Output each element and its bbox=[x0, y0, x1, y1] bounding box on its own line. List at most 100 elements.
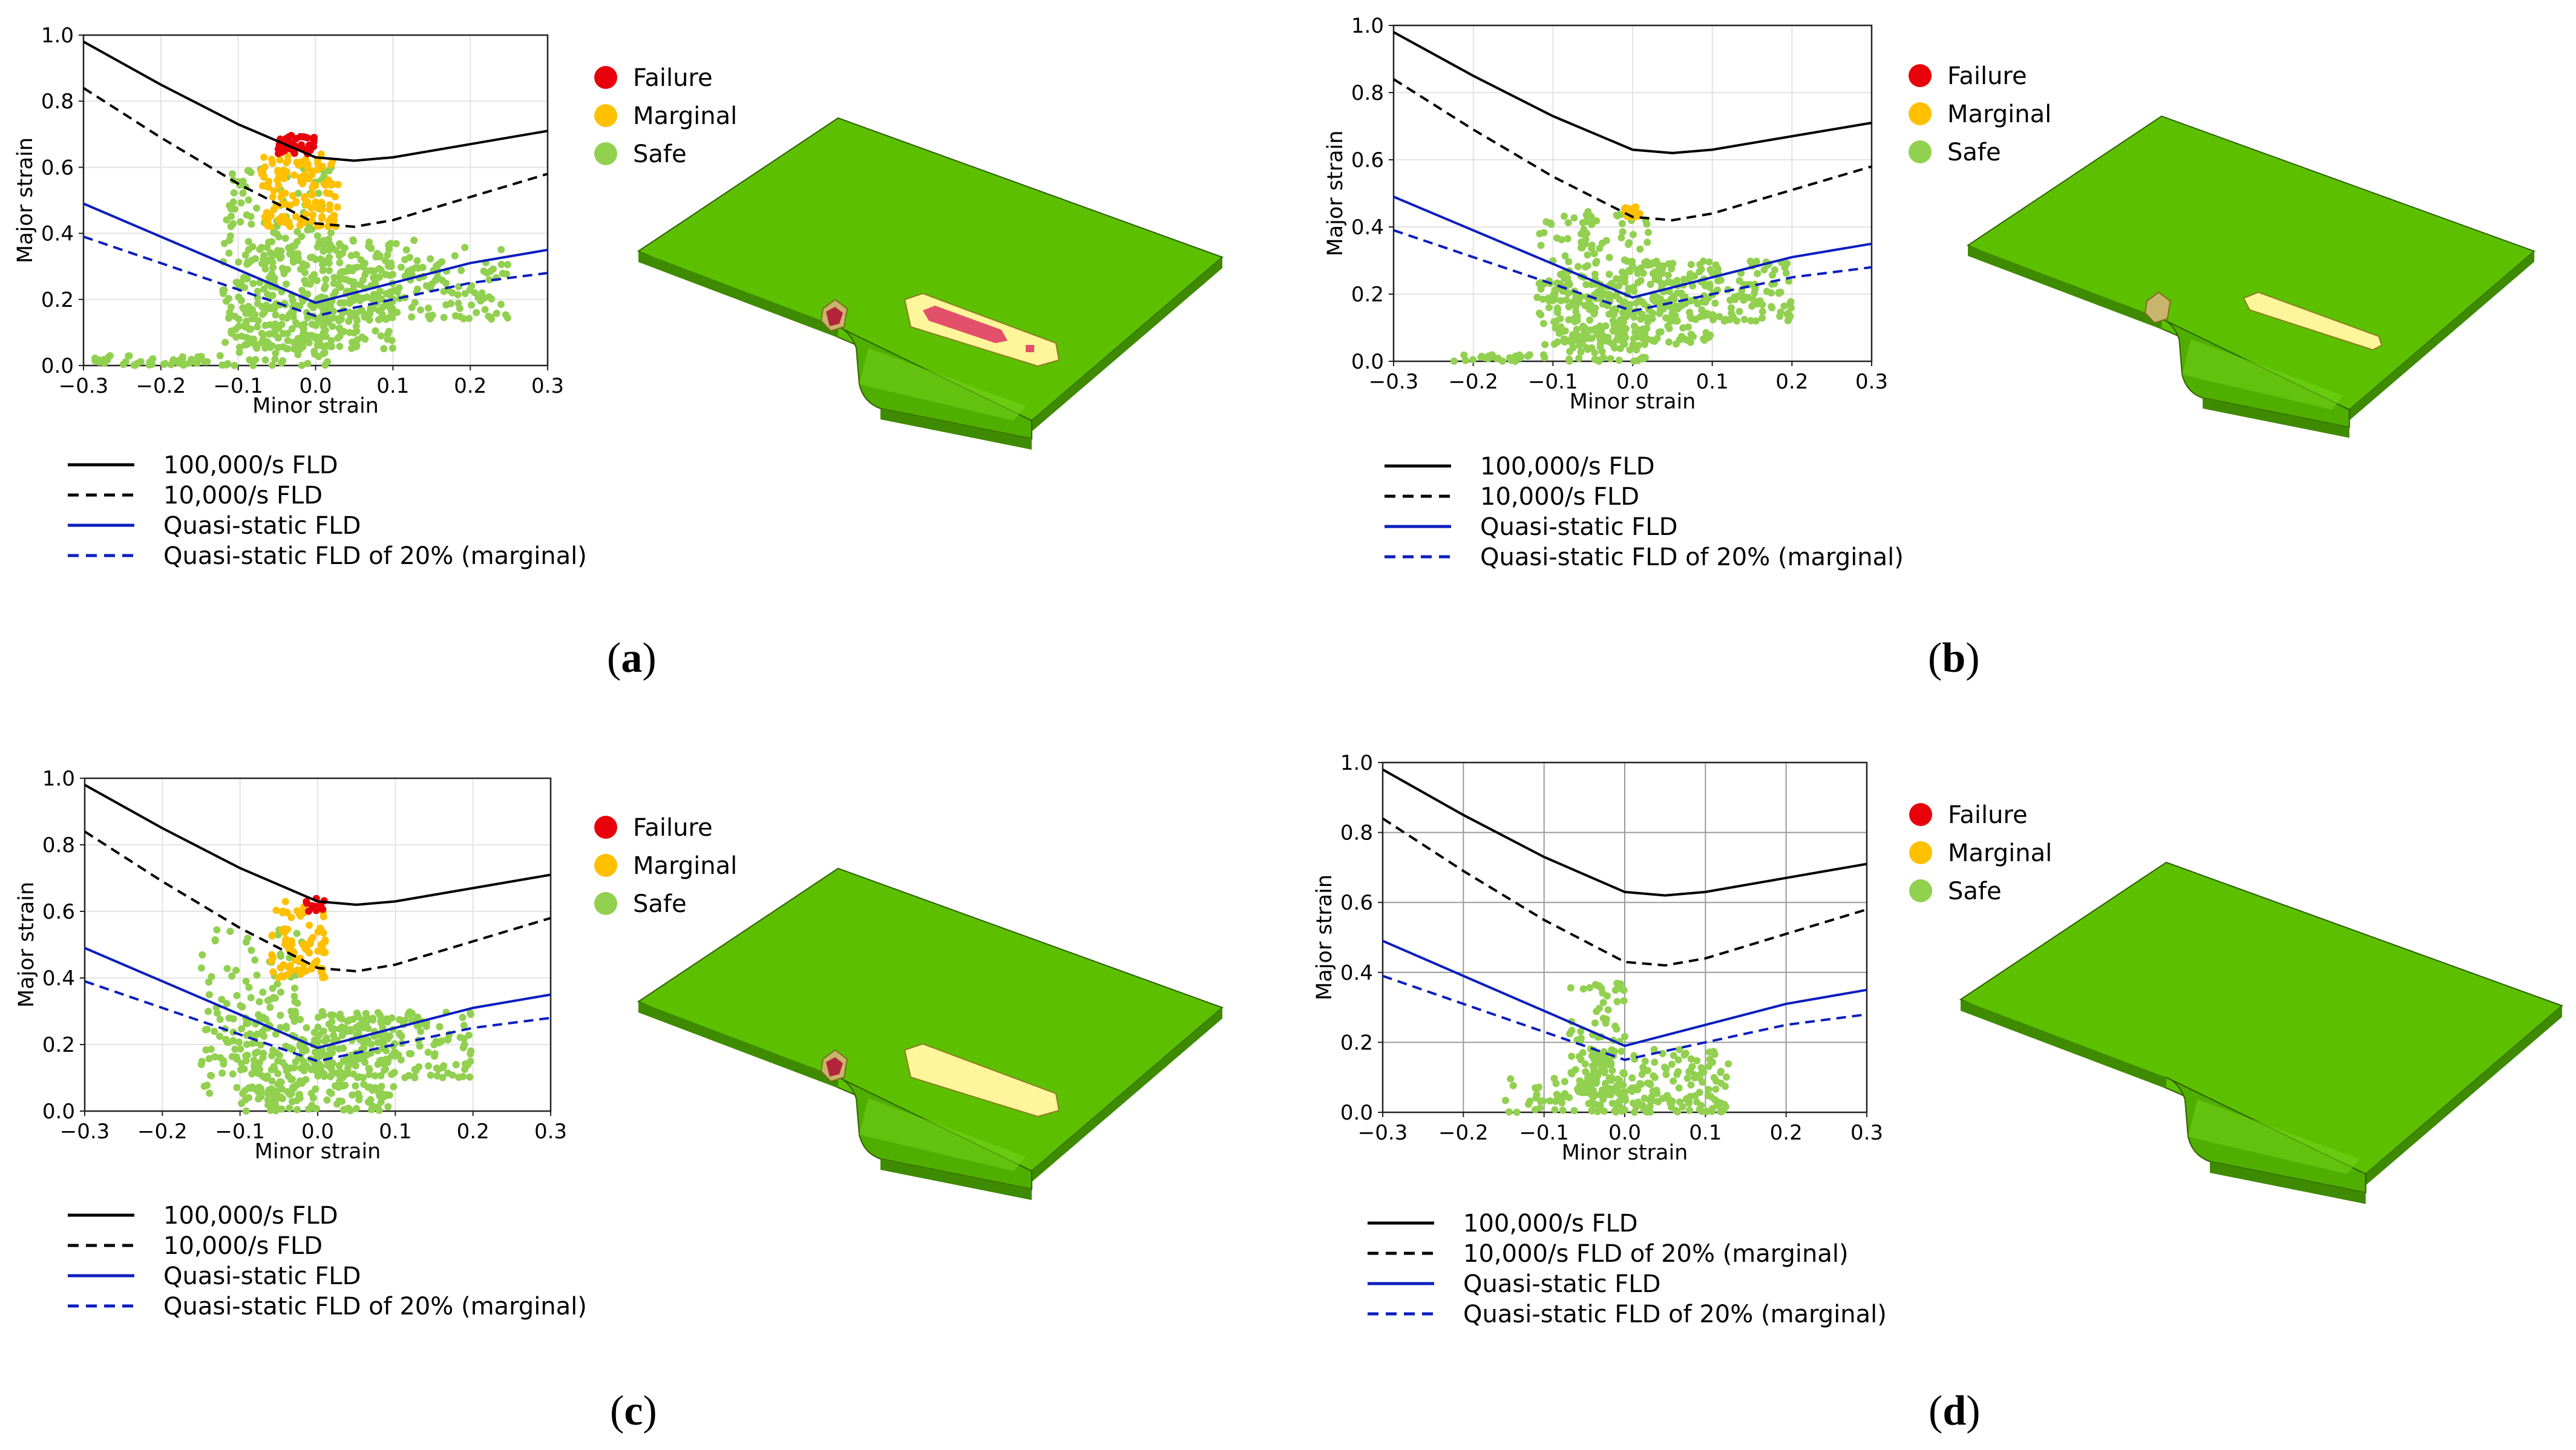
point-safe bbox=[1582, 218, 1590, 226]
point-safe bbox=[286, 1104, 293, 1112]
point-safe bbox=[1621, 271, 1629, 278]
point-safe bbox=[232, 966, 240, 974]
point-safe bbox=[303, 1024, 310, 1032]
point-safe bbox=[390, 1083, 398, 1091]
point-safe bbox=[320, 1027, 327, 1035]
part-edge-right bbox=[2349, 251, 2535, 421]
point-safe bbox=[1676, 1098, 1683, 1106]
point-safe bbox=[1683, 1094, 1691, 1102]
point-safe bbox=[487, 267, 494, 275]
point-safe bbox=[284, 1072, 292, 1080]
legend-line-label-3: Quasi-static FLD bbox=[163, 1262, 361, 1290]
point-marginal bbox=[309, 211, 317, 219]
point-safe bbox=[1587, 1091, 1595, 1098]
point-safe bbox=[1613, 1025, 1621, 1033]
x-tick-label: 0.1 bbox=[379, 1120, 411, 1144]
fld-line-2 bbox=[84, 830, 551, 973]
point-safe bbox=[346, 296, 354, 304]
point-safe bbox=[1588, 344, 1596, 352]
point-safe bbox=[1533, 1091, 1541, 1098]
legend-line-label-1: 100,000/s FLD bbox=[1480, 453, 1655, 481]
x-tick-label: 0.2 bbox=[1775, 370, 1808, 394]
point-safe bbox=[1702, 298, 1709, 306]
point-safe bbox=[1718, 1107, 1726, 1115]
point-safe bbox=[1551, 1106, 1559, 1114]
point-safe bbox=[1651, 292, 1659, 300]
point-safe bbox=[1648, 1093, 1656, 1101]
point-safe bbox=[226, 927, 234, 935]
point-safe bbox=[1575, 263, 1582, 271]
point-safe bbox=[335, 1061, 343, 1069]
point-safe bbox=[272, 1030, 280, 1038]
part-failure-zone-1 bbox=[826, 1057, 843, 1077]
point-safe bbox=[1686, 1106, 1694, 1114]
point-safe bbox=[1629, 231, 1637, 238]
x-tick-label: −0.3 bbox=[60, 1120, 110, 1144]
point-safe bbox=[1747, 317, 1755, 325]
point-safe bbox=[169, 356, 177, 364]
point-safe bbox=[315, 238, 323, 246]
point-safe bbox=[462, 1060, 470, 1068]
point-safe bbox=[1588, 281, 1596, 289]
point-safe bbox=[1621, 278, 1629, 286]
point-safe bbox=[1689, 333, 1697, 341]
point-safe bbox=[1771, 266, 1778, 274]
point-safe bbox=[225, 314, 233, 322]
y-tick-label: 0.2 bbox=[1340, 1031, 1373, 1055]
point-safe bbox=[268, 361, 276, 369]
point-safe bbox=[288, 325, 296, 333]
point-safe bbox=[1735, 307, 1743, 315]
point-safe bbox=[502, 270, 510, 278]
legend-marker-marginal bbox=[594, 104, 617, 127]
legend-label-failure: Failure bbox=[1947, 62, 2027, 90]
point-safe bbox=[372, 327, 379, 335]
x-axis-label: Minor strain bbox=[1562, 1141, 1688, 1165]
point-marginal bbox=[258, 166, 266, 174]
point-safe bbox=[314, 1013, 322, 1021]
point-safe bbox=[365, 238, 373, 246]
point-safe bbox=[274, 1070, 282, 1078]
point-safe bbox=[1608, 1066, 1616, 1074]
point-safe bbox=[211, 937, 219, 945]
point-safe bbox=[238, 1003, 246, 1011]
point-safe bbox=[304, 226, 312, 234]
point-safe bbox=[405, 1072, 413, 1080]
point-safe bbox=[240, 1065, 248, 1073]
point-safe bbox=[289, 297, 297, 304]
point-safe bbox=[1602, 1019, 1610, 1027]
point-safe bbox=[1651, 1058, 1659, 1066]
point-marginal bbox=[307, 217, 315, 225]
point-safe bbox=[251, 956, 259, 964]
point-safe bbox=[1604, 1006, 1612, 1014]
point-safe bbox=[1553, 338, 1561, 346]
point-safe bbox=[320, 266, 327, 274]
point-safe bbox=[1591, 1061, 1599, 1069]
point-marginal bbox=[281, 189, 289, 197]
point-safe bbox=[1594, 1107, 1602, 1115]
point-safe bbox=[279, 357, 287, 365]
point-safe bbox=[392, 240, 400, 248]
part-channel-highlight bbox=[2182, 339, 2344, 410]
point-marginal bbox=[297, 912, 304, 920]
x-tick-label: 0.3 bbox=[531, 374, 564, 398]
point-safe bbox=[303, 1062, 311, 1070]
point-safe bbox=[245, 983, 253, 991]
point-safe bbox=[1598, 347, 1606, 355]
part-channel-highlight bbox=[859, 1098, 1026, 1171]
point-marginal bbox=[278, 926, 286, 934]
point-safe bbox=[1592, 259, 1600, 267]
point-safe bbox=[1582, 211, 1590, 219]
point-safe bbox=[205, 978, 212, 986]
point-safe bbox=[301, 277, 309, 284]
point-safe bbox=[1561, 1078, 1568, 1086]
point-safe bbox=[1688, 1063, 1696, 1071]
point-safe bbox=[352, 1104, 360, 1112]
point-safe bbox=[1601, 1067, 1608, 1075]
point-safe bbox=[1758, 314, 1766, 322]
point-safe bbox=[375, 1089, 382, 1097]
point-safe bbox=[381, 1065, 389, 1073]
point-safe bbox=[424, 304, 432, 312]
point-safe bbox=[1725, 1060, 1732, 1068]
point-marginal bbox=[330, 216, 338, 224]
point-safe bbox=[1599, 999, 1607, 1006]
